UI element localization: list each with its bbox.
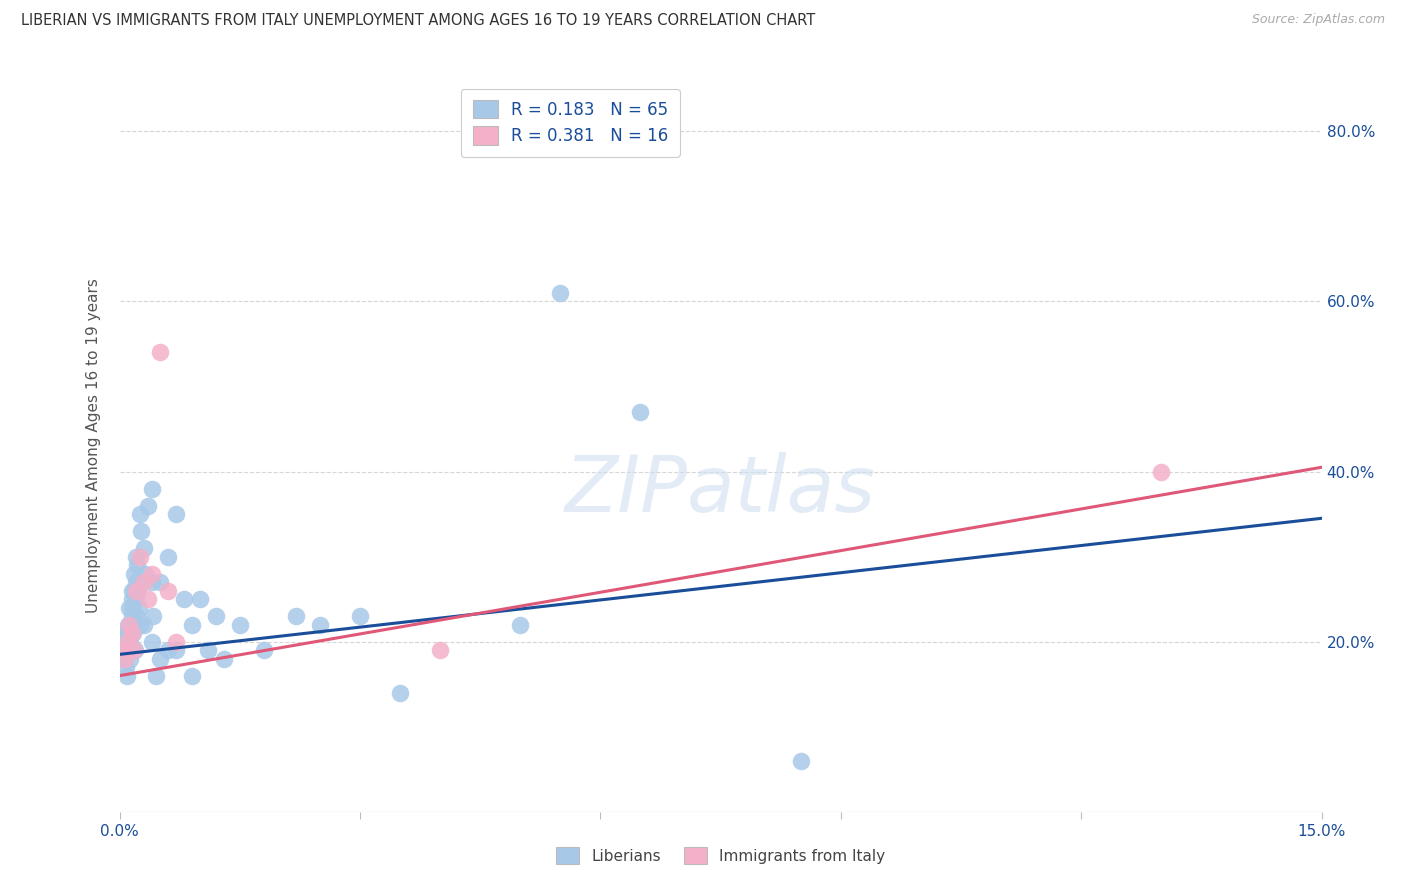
Point [156, 583, 179, 598]
Point [124, 592, 146, 607]
Point [136, 499, 159, 513]
Point [349, 609, 371, 624]
Point [197, 643, 219, 657]
Text: ZIPatlas: ZIPatlas [565, 452, 876, 528]
Point [204, 609, 226, 624]
Point [188, 592, 211, 607]
Point [115, 634, 138, 648]
Point [129, 507, 152, 521]
Point [121, 609, 143, 624]
Point [132, 617, 155, 632]
Point [118, 617, 141, 632]
Point [165, 643, 187, 657]
Point [790, 754, 813, 768]
Y-axis label: Unemployment Among Ages 16 to 19 years: Unemployment Among Ages 16 to 19 years [86, 278, 101, 614]
Point [128, 600, 150, 615]
Point [128, 617, 150, 632]
Point [122, 626, 145, 640]
Point [127, 558, 149, 572]
Point [141, 566, 163, 581]
Point [122, 566, 145, 581]
Point [149, 345, 172, 359]
Point [388, 686, 412, 700]
Point [132, 575, 155, 590]
Point [115, 660, 138, 674]
Point [121, 626, 143, 640]
Point [124, 549, 146, 564]
Point [112, 643, 135, 657]
Point [550, 285, 572, 300]
Point [509, 617, 531, 632]
Point [1150, 465, 1173, 479]
Point [149, 575, 172, 590]
Point [309, 617, 332, 632]
Point [122, 583, 145, 598]
Point [121, 592, 143, 607]
Point [149, 651, 172, 665]
Point [284, 609, 307, 624]
Point [173, 592, 195, 607]
Point [117, 617, 139, 632]
Point [121, 600, 143, 615]
Point [114, 651, 136, 665]
Point [141, 575, 163, 590]
Point [124, 617, 146, 632]
Point [429, 643, 451, 657]
Point [129, 524, 152, 538]
Point [180, 617, 202, 632]
Point [141, 482, 163, 496]
Point [124, 575, 146, 590]
Point [136, 592, 159, 607]
Point [165, 507, 187, 521]
Point [121, 617, 143, 632]
Point [114, 626, 136, 640]
Text: LIBERIAN VS IMMIGRANTS FROM ITALY UNEMPLOYMENT AMONG AGES 16 TO 19 YEARS CORRELA: LIBERIAN VS IMMIGRANTS FROM ITALY UNEMPL… [21, 13, 815, 29]
Point [118, 651, 141, 665]
Point [117, 626, 139, 640]
Point [228, 617, 252, 632]
Point [134, 566, 156, 581]
Point [124, 583, 146, 598]
Point [125, 609, 148, 624]
Point [118, 617, 141, 632]
Point [121, 583, 143, 598]
Point [165, 634, 187, 648]
Point [253, 643, 276, 657]
Legend: Liberians, Immigrants from Italy: Liberians, Immigrants from Italy [550, 841, 891, 870]
Point [127, 583, 149, 598]
Point [156, 643, 179, 657]
Point [142, 609, 165, 624]
Point [630, 405, 652, 419]
Point [112, 651, 135, 665]
Point [156, 549, 179, 564]
Point [112, 643, 135, 657]
Point [117, 634, 139, 648]
Point [145, 668, 167, 682]
Text: Source: ZipAtlas.com: Source: ZipAtlas.com [1251, 13, 1385, 27]
Point [122, 643, 145, 657]
Point [212, 651, 235, 665]
Point [117, 634, 139, 648]
Point [141, 634, 163, 648]
Point [128, 549, 150, 564]
Point [180, 668, 202, 682]
Point [124, 643, 146, 657]
Point [115, 668, 138, 682]
Point [118, 600, 141, 615]
Point [132, 541, 155, 555]
Point [118, 634, 141, 648]
